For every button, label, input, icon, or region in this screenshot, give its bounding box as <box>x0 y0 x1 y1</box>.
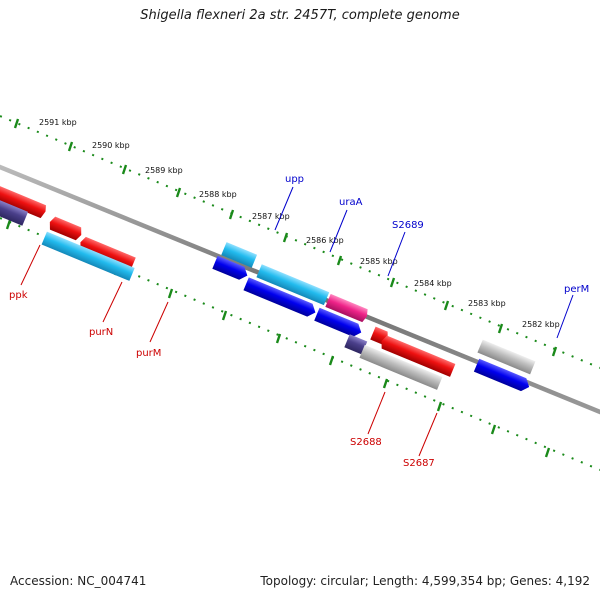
gene-arrow[interactable] <box>243 277 318 319</box>
outer-tick-ring <box>0 115 600 369</box>
kbp-labels: 2591 kbp 2590 kbp 2589 kbp 2588 kbp 2587… <box>39 118 560 329</box>
kbp-label: 2585 kbp <box>360 257 398 266</box>
accession-text: Accession: NC_004741 <box>10 574 147 588</box>
gene-arrow[interactable] <box>344 334 368 355</box>
gene-arrow[interactable] <box>41 231 135 281</box>
kbp-label: 2587 kbp <box>252 212 290 221</box>
outer-major-ticks <box>13 118 558 357</box>
gene-label-leaders <box>20 186 574 457</box>
kbp-label: 2591 kbp <box>39 118 77 127</box>
gene-label-upp: upp <box>285 174 304 185</box>
map-title: Shigella flexneri 2a str. 2457T, complet… <box>140 8 460 23</box>
gene-label-uraA: uraA <box>339 197 363 208</box>
gene-uraA-arrow[interactable] <box>256 264 330 306</box>
gene-S2689-arrow[interactable] <box>325 293 369 323</box>
kbp-label: 2586 kbp <box>306 236 344 245</box>
gene-S2688-arrow[interactable] <box>379 335 456 377</box>
gene-label-S2688: S2688 <box>350 437 382 448</box>
gene-upp-arrow[interactable] <box>221 242 258 268</box>
gene-label-S2687: S2687 <box>403 458 435 469</box>
gene-labels: ppk purN purM upp uraA S2689 perM S2688 … <box>9 174 589 469</box>
kbp-label: 2583 kbp <box>468 299 506 308</box>
kbp-label: 2590 kbp <box>92 141 130 150</box>
gene-arrow[interactable] <box>473 358 532 394</box>
gene-label-perM: perM <box>564 284 589 295</box>
gene-label-ppk: ppk <box>9 290 28 301</box>
gene-ppk-arrow[interactable] <box>0 161 48 219</box>
kbp-label: 2588 kbp <box>199 190 237 199</box>
gene-perM-arrow[interactable] <box>477 339 536 375</box>
gene-arrow[interactable] <box>212 255 250 282</box>
kbp-label: 2582 kbp <box>522 320 560 329</box>
gene-arrow[interactable] <box>314 307 364 339</box>
genome-info-text: Topology: circular; Length: 4,599,354 bp… <box>260 574 590 588</box>
gene-features <box>0 161 536 394</box>
kbp-label: 2589 kbp <box>145 166 183 175</box>
gene-label-purN: purN <box>89 327 113 338</box>
gene-S2687-arrow[interactable] <box>359 344 443 390</box>
gene-label-S2689: S2689 <box>392 220 424 231</box>
gene-purN-arrow[interactable] <box>47 216 84 242</box>
gene-label-purM: purM <box>136 348 161 359</box>
gene-arrow[interactable] <box>0 170 29 226</box>
kbp-label: 2584 kbp <box>414 279 452 288</box>
gene-purM-arrow[interactable] <box>78 236 136 271</box>
